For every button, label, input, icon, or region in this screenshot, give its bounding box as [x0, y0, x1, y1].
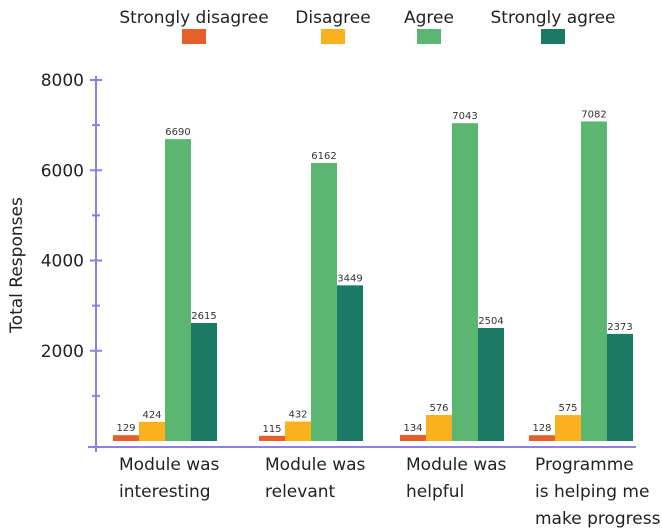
bar [139, 421, 165, 441]
data-label: 7043 [452, 111, 477, 122]
data-label: 7082 [581, 109, 606, 120]
legend-swatch [417, 29, 441, 44]
bar [452, 123, 478, 441]
category-label: Programme is helping me make progress [535, 455, 661, 528]
bar [165, 139, 191, 441]
legend: Strongly disagree Disagree Agree Strongly a… [119, 8, 615, 44]
category-label: Module was relevant [265, 455, 366, 502]
data-label: 575 [558, 403, 577, 414]
data-label: 432 [288, 410, 307, 421]
data-label: 2615 [191, 311, 216, 322]
data-label: 3449 [337, 273, 362, 284]
category-label: Module was interesting [119, 455, 220, 502]
y-tick-label: 6000 [41, 161, 84, 181]
bar [191, 322, 217, 441]
data-label: 424 [142, 410, 161, 421]
legend-swatch [541, 29, 565, 44]
data-label: 134 [403, 423, 422, 434]
data-label: 576 [429, 403, 448, 414]
data-label: 2373 [607, 322, 632, 333]
data-label: 128 [532, 423, 551, 434]
data-label: 6690 [165, 127, 190, 138]
legend-label: Disagree [295, 8, 370, 28]
y-tick-label: 4000 [41, 252, 84, 272]
data-label: 115 [262, 424, 281, 435]
bar [337, 285, 363, 441]
bar [311, 162, 337, 441]
bar [607, 333, 633, 441]
category-labels: Module was interesting Module was relevant M… [119, 455, 661, 528]
bar [478, 328, 504, 441]
bar [581, 121, 607, 442]
data-labels: 129 424 6690 2615 115 432 6162 3449 134 576 7043 25… [116, 109, 632, 434]
bar [113, 435, 139, 441]
y-axis-label: Total Responses [7, 197, 27, 334]
bar [426, 415, 452, 441]
legend-swatch [321, 29, 345, 44]
bar [259, 435, 285, 441]
y-tick-label: 8000 [41, 71, 84, 91]
data-label: 2504 [478, 316, 503, 327]
legend-label: Strongly agree [491, 8, 616, 28]
bar [555, 415, 581, 441]
bars [113, 121, 633, 442]
bar [285, 421, 311, 441]
legend-label: Agree [404, 8, 454, 28]
bar [400, 434, 426, 441]
data-label: 129 [116, 423, 135, 434]
category-label: Module was helpful [406, 455, 507, 502]
data-label: 6162 [311, 151, 336, 162]
bar [529, 435, 555, 441]
y-tick-label: 2000 [41, 342, 84, 362]
legend-swatch [182, 29, 206, 44]
axes: 2000 4000 6000 8000 [41, 71, 636, 452]
legend-label: Strongly disagree [119, 8, 268, 28]
